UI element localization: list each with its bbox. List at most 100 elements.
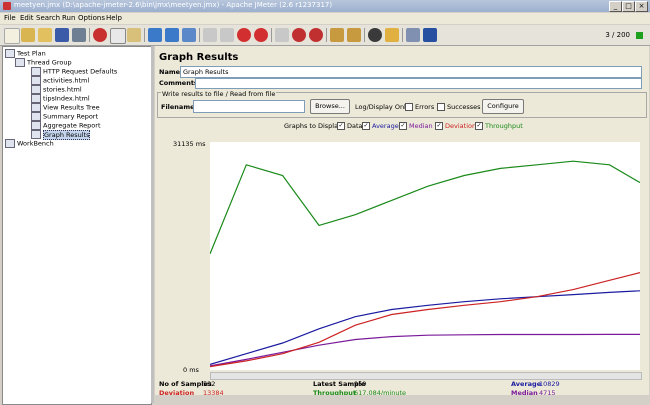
average-label: Average xyxy=(511,380,542,388)
toggle-icon[interactable] xyxy=(182,28,196,42)
legend-data-label: Data xyxy=(347,122,363,130)
listener-icon xyxy=(31,103,41,112)
close-button[interactable]: × xyxy=(635,1,648,12)
sampler-icon xyxy=(31,94,41,103)
filename-input[interactable] xyxy=(193,100,305,113)
templates-icon[interactable] xyxy=(21,28,35,42)
comments-input[interactable] xyxy=(195,78,642,89)
listener-icon xyxy=(31,130,41,139)
toolbar-separator xyxy=(199,28,200,42)
menu-search[interactable]: Search xyxy=(36,14,61,22)
browse-button[interactable]: Browse... xyxy=(310,99,350,114)
save-icon[interactable] xyxy=(55,28,69,42)
copy-icon[interactable] xyxy=(110,28,126,44)
legend-deviation[interactable]: ✓ Deviation xyxy=(435,122,476,130)
tree-node-aggregate-report[interactable]: Aggregate Report xyxy=(31,121,101,130)
legend-average[interactable]: ✓ Average xyxy=(362,122,399,130)
menu-run[interactable]: Run xyxy=(62,14,76,22)
throughput-checkbox-icon[interactable]: ✓ xyxy=(475,122,483,130)
deviation-label: Deviation xyxy=(159,389,195,397)
open-icon[interactable] xyxy=(38,28,52,42)
help-icon[interactable] xyxy=(423,28,437,42)
paste-icon[interactable] xyxy=(127,28,141,42)
successes-checkbox-box[interactable] xyxy=(437,103,445,111)
name-label: Name: xyxy=(159,68,183,76)
tree-node-view-results-tree[interactable]: View Results Tree xyxy=(31,103,100,112)
legend-median[interactable]: ✓ Median xyxy=(399,122,433,130)
tree-node-graph-results[interactable]: Graph Results xyxy=(31,129,91,140)
median-value: 4715 xyxy=(539,389,556,397)
series-line-deviation xyxy=(209,272,641,368)
menu-edit[interactable]: Edit xyxy=(20,14,34,22)
toolbar-separator xyxy=(402,28,403,42)
configure-button[interactable]: Configure xyxy=(482,99,524,114)
test-plan-tree: Test Plan Thread Group HTTP Request Defa… xyxy=(2,46,152,405)
listener-icon xyxy=(31,112,41,121)
deviation-value: 13384 xyxy=(203,389,224,397)
data-checkbox-icon[interactable]: ✓ xyxy=(337,122,345,130)
average-value: 10829 xyxy=(539,380,560,388)
pane-splitter[interactable] xyxy=(151,46,154,403)
reset-search-icon[interactable] xyxy=(385,28,399,42)
legend-median-label: Median xyxy=(409,122,433,130)
clear-icon[interactable] xyxy=(330,28,344,42)
search-icon[interactable] xyxy=(368,28,382,42)
graph-results-panel: Graph Results Name: Graph Results Commen… xyxy=(155,46,649,403)
listener-icon xyxy=(31,121,41,130)
toolbar: 3 / 200 xyxy=(0,25,650,46)
clear-all-icon[interactable] xyxy=(347,28,361,42)
results-graph xyxy=(209,142,641,370)
start-no-pause-icon[interactable] xyxy=(220,28,234,42)
tree-node-activities[interactable]: activities.html xyxy=(31,76,89,85)
bottom-scrollbar[interactable] xyxy=(155,395,649,403)
legend-throughput[interactable]: ✓ Throughput xyxy=(475,122,523,130)
median-checkbox-icon[interactable]: ✓ xyxy=(399,122,407,130)
remote-shutdown-icon[interactable] xyxy=(309,28,323,42)
tree-node-tips-index[interactable]: tipsIndex.html xyxy=(31,94,90,103)
legend-data[interactable]: ✓ Data xyxy=(337,122,363,130)
log-display-label: Log/Display Only: xyxy=(355,103,412,111)
function-helper-icon[interactable] xyxy=(406,28,420,42)
shutdown-icon[interactable] xyxy=(254,28,268,42)
menu-file[interactable]: File xyxy=(4,14,16,22)
errors-label: Errors xyxy=(415,103,435,111)
graphs-to-display: Graphs to Display ✓ Data ✓ Average ✓ Median… xyxy=(155,122,649,132)
legend-throughput-label: Throughput xyxy=(485,122,523,130)
errors-checkbox[interactable]: Errors xyxy=(405,103,434,111)
name-input[interactable]: Graph Results xyxy=(180,66,642,78)
file-panel-legend: Write results to file / Read from file xyxy=(161,90,277,98)
average-checkbox-icon[interactable]: ✓ xyxy=(362,122,370,130)
sampler-icon xyxy=(31,85,41,94)
tree-node-test-plan[interactable]: Test Plan xyxy=(5,49,46,58)
stop-icon[interactable] xyxy=(237,28,251,42)
collapse-icon[interactable] xyxy=(165,28,179,42)
menu-help[interactable]: Help xyxy=(106,14,122,22)
tree-node-workbench[interactable]: WorkBench xyxy=(5,139,54,148)
tree-node-summary-report[interactable]: Summary Report xyxy=(31,112,98,121)
maximize-button[interactable]: □ xyxy=(622,1,635,12)
toolbar-separator xyxy=(326,28,327,42)
tree-node-thread-group[interactable]: Thread Group xyxy=(15,58,72,67)
results-graph-svg xyxy=(209,160,641,368)
expand-icon[interactable] xyxy=(148,28,162,42)
deviation-checkbox-icon[interactable]: ✓ xyxy=(435,122,443,130)
minimize-button[interactable]: _ xyxy=(609,1,622,12)
successes-checkbox[interactable]: Successes xyxy=(437,103,481,111)
tree-node-stories[interactable]: stories.html xyxy=(31,85,82,94)
menu-options[interactable]: Options xyxy=(78,14,106,22)
toolbar-separator xyxy=(271,28,272,42)
start-icon[interactable] xyxy=(203,28,217,42)
throughput-value: 617.084/minute xyxy=(354,389,406,397)
save-as-icon[interactable] xyxy=(72,28,86,42)
new-icon[interactable] xyxy=(4,28,20,44)
panel-title: Graph Results xyxy=(159,52,239,63)
title-bar: meetyen.jmx (D:\apache-jmeter-2.6\bin\jm… xyxy=(0,0,650,12)
remote-start-icon[interactable] xyxy=(275,28,289,42)
errors-checkbox-box[interactable] xyxy=(405,103,413,111)
tree-node-http-defaults[interactable]: HTTP Request Defaults xyxy=(31,67,117,76)
remote-stop-icon[interactable] xyxy=(292,28,306,42)
cut-icon[interactable] xyxy=(93,28,107,42)
graph-scrollbar[interactable] xyxy=(210,372,642,380)
workbench-icon xyxy=(5,139,15,148)
name-input-value: Graph Results xyxy=(183,68,229,76)
